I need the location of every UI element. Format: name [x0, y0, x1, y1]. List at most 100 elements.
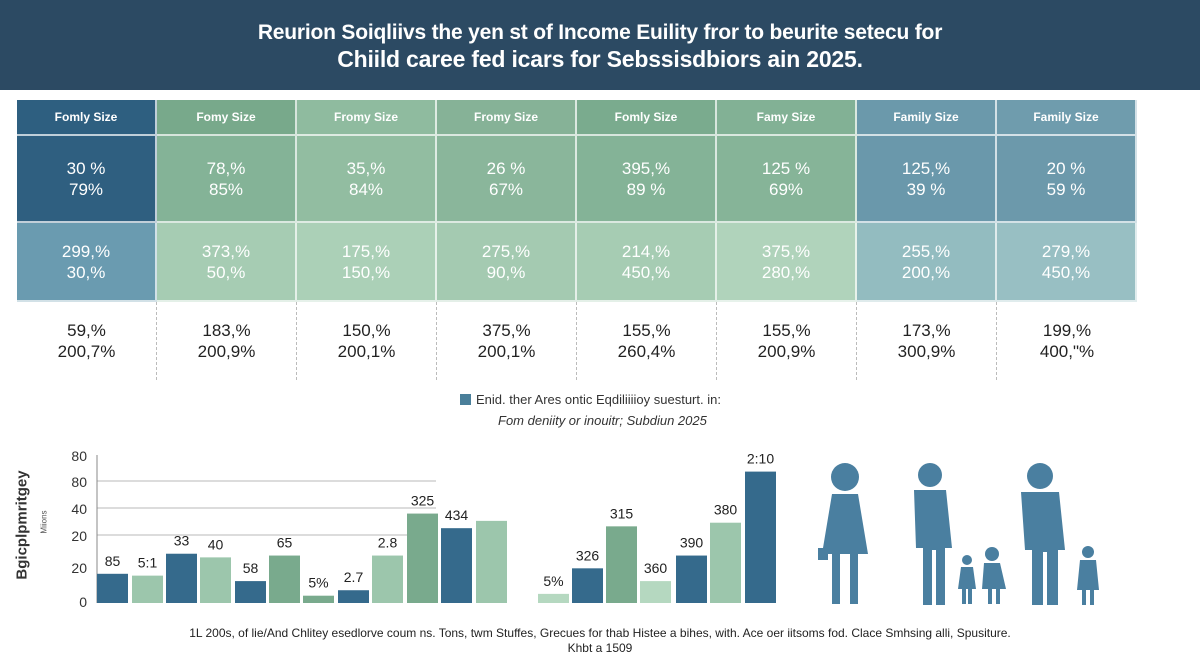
bar — [166, 553, 197, 603]
y-tick-label: 20 — [71, 528, 87, 544]
table-cell: 150,% 200,1% — [297, 302, 437, 380]
y-tick-label: 0 — [79, 594, 87, 610]
table-cell: 155,% 200,9% — [717, 302, 857, 380]
bar-value-label: 390 — [680, 535, 704, 551]
bar — [676, 555, 707, 603]
legend-swatch — [460, 394, 471, 405]
footer-line-1: 1L 200s, of lie/And Chlitey esedlorve co… — [189, 626, 1011, 640]
bar — [372, 555, 403, 603]
cell-value: 85% — [208, 179, 244, 199]
bar — [640, 581, 671, 603]
title-banner: Reurion Soiqliivs the yen st of Income E… — [0, 0, 1200, 90]
bar-value-label: 2.8 — [378, 535, 398, 551]
table-cell: 183,% 200,9% — [157, 302, 297, 380]
bar — [441, 528, 472, 603]
table-cell: 78,% 85% — [157, 136, 297, 223]
cell-value: 175,% — [341, 241, 391, 261]
table-cell: 35,% 84% — [297, 136, 437, 223]
table-cell: 299,% 30,% — [17, 223, 157, 302]
legend-label: Enid. ther Ares ontic Eqdiliiiioy suestu… — [476, 392, 721, 407]
column-header: Fromy Size — [437, 100, 577, 136]
cell-value: 300,9% — [897, 342, 956, 361]
table-cell: 375,% 200,1% — [437, 302, 577, 380]
cell-value: 69% — [768, 179, 804, 199]
cell-value: 255,% — [901, 241, 951, 261]
table-cell: 173,% 300,9% — [857, 302, 997, 380]
cell-value: 59 % — [1046, 179, 1086, 199]
legend-subtitle: Fom deniity or inouitr; Subdiun 2025 — [498, 413, 707, 428]
bar — [303, 595, 334, 603]
bar — [97, 573, 128, 603]
cell-value: 200,7% — [57, 342, 116, 361]
bar-value-label: 360 — [644, 560, 668, 576]
bar — [538, 593, 569, 603]
table-cell: 26 % 67% — [437, 136, 577, 223]
cell-value: 200,9% — [757, 342, 816, 361]
cell-value: 375,% — [482, 321, 531, 340]
cell-value: 199,% — [1042, 321, 1092, 340]
cell-value: 84% — [348, 179, 384, 199]
cell-value: 173,% — [902, 321, 951, 340]
bar — [710, 522, 741, 603]
cell-value: 200,% — [901, 262, 951, 282]
cell-value: 299,% — [61, 241, 111, 261]
man-icon — [1021, 463, 1065, 605]
bar-value-label: 40 — [208, 536, 224, 552]
table-cell: 125,% 39 % — [857, 136, 997, 223]
table-row: 299,% 30,% 373,% 50,% 175,% 150,% 275,% 90,% 214… — [17, 223, 1137, 302]
table-cell: 175,% 150,% — [297, 223, 437, 302]
table-header-row: Fomly Size Fomy Size Fromy Size Fromy Size F… — [17, 100, 1137, 136]
cell-value: 260,4% — [617, 342, 676, 361]
cell-value: 450,% — [621, 262, 671, 282]
bar-value-label: 65 — [277, 535, 293, 551]
y-tick-label: 20 — [71, 560, 87, 576]
bar — [269, 555, 300, 603]
child-icon — [1077, 546, 1099, 605]
cell-value: 26 % — [486, 158, 526, 178]
cell-value: 50,% — [206, 262, 246, 282]
child-icon — [958, 555, 976, 604]
y-tick-label: 40 — [71, 501, 87, 517]
cell-value: 20 % — [1046, 158, 1086, 178]
column-header: Fomly Size — [17, 100, 157, 136]
cell-value: 89 % — [626, 179, 666, 199]
table-cell: 395,% 89 % — [577, 136, 717, 223]
footer-note: 1L 200s, of lie/And Chlitey esedlorve co… — [0, 626, 1200, 656]
bar-value-label: 326 — [576, 547, 600, 563]
title-line-1: Reurion Soiqliivs the yen st of Income E… — [257, 21, 943, 44]
cell-value: 67% — [488, 179, 524, 199]
bar — [338, 590, 369, 603]
column-header: Fomy Size — [157, 100, 297, 136]
table-cell: 125 % 69% — [717, 136, 857, 223]
bar — [572, 568, 603, 603]
woman-icon — [818, 463, 868, 604]
table-cell: 30 % 79% — [17, 136, 157, 223]
cell-value: 183,% — [202, 321, 251, 340]
column-header: Fomly Size — [577, 100, 717, 136]
cell-value: 150,% — [342, 321, 391, 340]
bar-value-label: 434 — [445, 507, 469, 523]
bar — [200, 557, 231, 603]
bar-value-label: 2:10 — [747, 451, 774, 467]
table-cell: 279,% 450,% — [997, 223, 1137, 302]
footer-line-2: Khbt a 1509 — [567, 641, 633, 655]
title-line-2: Chiild caree fed icars for Sebssisdbiors… — [337, 46, 863, 72]
bar-value-label: 325 — [411, 493, 435, 509]
table-cell: 375,% 280,% — [717, 223, 857, 302]
table-cell: 199,% 400,"% — [997, 302, 1137, 380]
cell-value: 90,% — [486, 262, 526, 282]
cell-value: 150,% — [341, 262, 391, 282]
bar-value-label: 5% — [543, 573, 563, 589]
cell-value: 200,9% — [197, 342, 256, 361]
bar — [606, 526, 637, 603]
family-illustration — [818, 463, 1099, 605]
bar-value-label: 2.7 — [344, 569, 364, 585]
cell-value: 125,% — [901, 158, 951, 178]
table-cell: 20 % 59 % — [997, 136, 1137, 223]
bar — [235, 581, 266, 603]
cell-value: 279,% — [1041, 241, 1091, 261]
cell-value: 79% — [68, 179, 104, 199]
cell-value: 395,% — [621, 158, 671, 178]
cell-value: 155,% — [622, 321, 671, 340]
cell-value: 373,% — [201, 241, 251, 261]
